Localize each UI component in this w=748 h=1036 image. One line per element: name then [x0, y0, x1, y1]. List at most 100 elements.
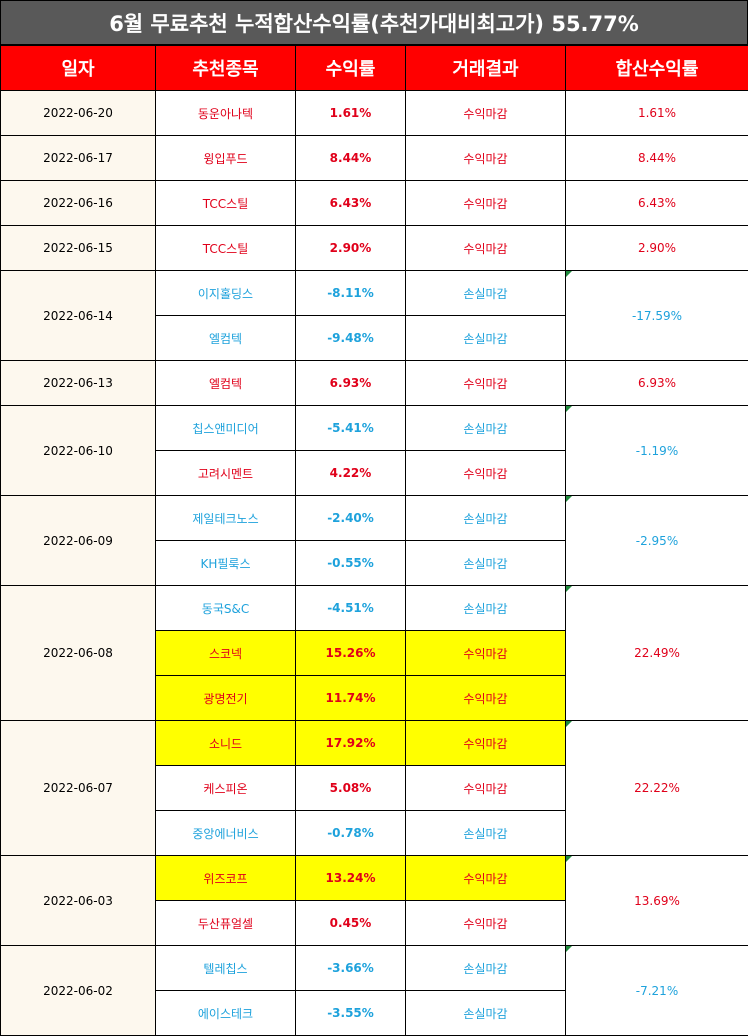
result-cell: 손실마감 — [405, 540, 566, 586]
total-return-cell: -7.21% — [565, 945, 748, 1036]
header-date: 일자 — [0, 45, 156, 91]
rate-cell: 8.44% — [295, 135, 406, 181]
rate-cell: 4.22% — [295, 450, 406, 496]
stock-cell: 동국S&C — [155, 585, 296, 631]
total-return-cell: 6.93% — [565, 360, 748, 406]
table-row: 케스피온 5.08% 수익마감 — [1, 765, 748, 811]
date-cell: 2022-06-17 — [0, 135, 156, 181]
rate-cell: 5.08% — [295, 765, 406, 811]
date-cell: 2022-06-20 — [0, 90, 156, 136]
stock-cell: 에이스테크 — [155, 990, 296, 1036]
rate-cell: 0.45% — [295, 900, 406, 946]
stock-cell: 동운아나텍 — [155, 90, 296, 136]
table-row: 2022-06-13 엘컴텍 6.93% 수익마감 6.93% — [0, 360, 748, 406]
date-cell: 2022-06-10 — [0, 405, 156, 496]
sheet-title: 6월 무료추천 누적합산수익률(추천가대비최고가) 55.77% — [0, 0, 748, 45]
table-row: 2022-06-20 동운아나텍 1.61% 수익마감 1.61% — [0, 90, 748, 136]
table-row: 2022-06-14 이지홀딩스 -8.11% 손실마감 -17.59% — [0, 270, 748, 361]
header-stock: 추천종목 — [155, 45, 296, 91]
total-return-cell: -17.59% — [565, 270, 748, 361]
result-cell: 손실마감 — [405, 585, 566, 631]
date-cell: 2022-06-07 — [0, 720, 156, 856]
stock-cell: 광명전기 — [155, 675, 296, 721]
rate-cell: -9.48% — [295, 315, 406, 361]
rate-cell: 6.93% — [295, 360, 406, 406]
rate-cell: 1.61% — [295, 90, 406, 136]
rate-cell: 2.90% — [295, 225, 406, 271]
header-total: 합산수익률 — [565, 45, 748, 91]
result-cell: 손실마감 — [405, 270, 566, 316]
total-return-cell: 22.49% — [565, 585, 748, 721]
stock-cell: 두산퓨얼셀 — [155, 900, 296, 946]
rate-cell: -2.40% — [295, 495, 406, 541]
table-row: 스코넥 15.26% 수익마감 — [1, 630, 748, 676]
rate-cell: -3.66% — [295, 945, 406, 991]
result-cell: 손실마감 — [405, 315, 566, 361]
returns-table: 일자 추천종목 수익률 거래결과 합산수익률 2022-06-20 동운아나텍 1.… — [0, 45, 748, 1036]
rate-cell: -4.51% — [295, 585, 406, 631]
total-return-cell: 13.69% — [565, 855, 748, 946]
table-row: 2022-06-08 동국S&C -4.51% 손실마감 22.49% — [0, 585, 748, 721]
stock-cell: 위즈코프 — [155, 855, 296, 901]
rate-cell: -8.11% — [295, 270, 406, 316]
stock-cell: 소니드 — [155, 720, 296, 766]
stock-cell: 윙입푸드 — [155, 135, 296, 181]
total-return-cell: -1.19% — [565, 405, 748, 496]
stock-cell: 중앙에너비스 — [155, 810, 296, 856]
result-cell: 손실마감 — [405, 810, 566, 856]
total-return-cell: 22.22% — [565, 720, 748, 856]
result-cell: 수익마감 — [405, 675, 566, 721]
table-row: 광명전기 11.74% 수익마감 — [1, 675, 748, 721]
result-cell: 손실마감 — [405, 945, 566, 991]
result-cell: 수익마감 — [405, 630, 566, 676]
stock-cell: 제일테크노스 — [155, 495, 296, 541]
header-rate: 수익률 — [295, 45, 406, 91]
date-cell: 2022-06-13 — [0, 360, 156, 406]
result-cell: 수익마감 — [405, 855, 566, 901]
rate-cell: 17.92% — [295, 720, 406, 766]
table-row: 2022-06-03 위즈코프 13.24% 수익마감 13.69% — [0, 855, 748, 946]
stock-cell: TCC스틸 — [155, 180, 296, 226]
stock-cell: 이지홀딩스 — [155, 270, 296, 316]
table-row: 에이스테크 -3.55% 손실마감 — [1, 990, 748, 1036]
result-cell: 수익마감 — [405, 90, 566, 136]
stock-cell: KH필룩스 — [155, 540, 296, 586]
result-cell: 수익마감 — [405, 360, 566, 406]
stock-cell: 엘컴텍 — [155, 315, 296, 361]
date-cell: 2022-06-03 — [0, 855, 156, 946]
result-cell: 수익마감 — [405, 225, 566, 271]
table-row: 2022-06-09 제일테크노스 -2.40% 손실마감 -2.95% — [0, 495, 748, 586]
stock-cell: 텔레칩스 — [155, 945, 296, 991]
stock-cell: TCC스틸 — [155, 225, 296, 271]
stock-cell: 케스피온 — [155, 765, 296, 811]
result-cell: 손실마감 — [405, 495, 566, 541]
rate-cell: 13.24% — [295, 855, 406, 901]
result-cell: 수익마감 — [405, 450, 566, 496]
header-result: 거래결과 — [405, 45, 566, 91]
table-row: 2022-06-15 TCC스틸 2.90% 수익마감 2.90% — [0, 225, 748, 271]
total-return-cell: 8.44% — [565, 135, 748, 181]
date-cell: 2022-06-09 — [0, 495, 156, 586]
table-row: 2022-06-17 윙입푸드 8.44% 수익마감 8.44% — [0, 135, 748, 181]
date-cell: 2022-06-14 — [0, 270, 156, 361]
rate-cell: -3.55% — [295, 990, 406, 1036]
rate-cell: 11.74% — [295, 675, 406, 721]
total-return-cell: -2.95% — [565, 495, 748, 586]
stock-cell: 고려시멘트 — [155, 450, 296, 496]
result-cell: 손실마감 — [405, 405, 566, 451]
table-row: 2022-06-02 텔레칩스 -3.66% 손실마감 -7.21% — [0, 945, 748, 1036]
table-row: 중앙에너비스 -0.78% 손실마감 — [1, 810, 748, 856]
stock-cell: 엘컴텍 — [155, 360, 296, 406]
total-return-cell: 2.90% — [565, 225, 748, 271]
table-row: 2022-06-07 소니드 17.92% 수익마감 22.22% — [0, 720, 748, 856]
result-cell: 수익마감 — [405, 180, 566, 226]
rate-cell: -0.78% — [295, 810, 406, 856]
table-row: 두산퓨얼셀 0.45% 수익마감 — [1, 900, 748, 946]
total-return-cell: 1.61% — [565, 90, 748, 136]
stock-cell: 스코넥 — [155, 630, 296, 676]
date-cell: 2022-06-16 — [0, 180, 156, 226]
rate-cell: -5.41% — [295, 405, 406, 451]
header-row: 일자 추천종목 수익률 거래결과 합산수익률 — [0, 45, 748, 91]
rate-cell: 15.26% — [295, 630, 406, 676]
